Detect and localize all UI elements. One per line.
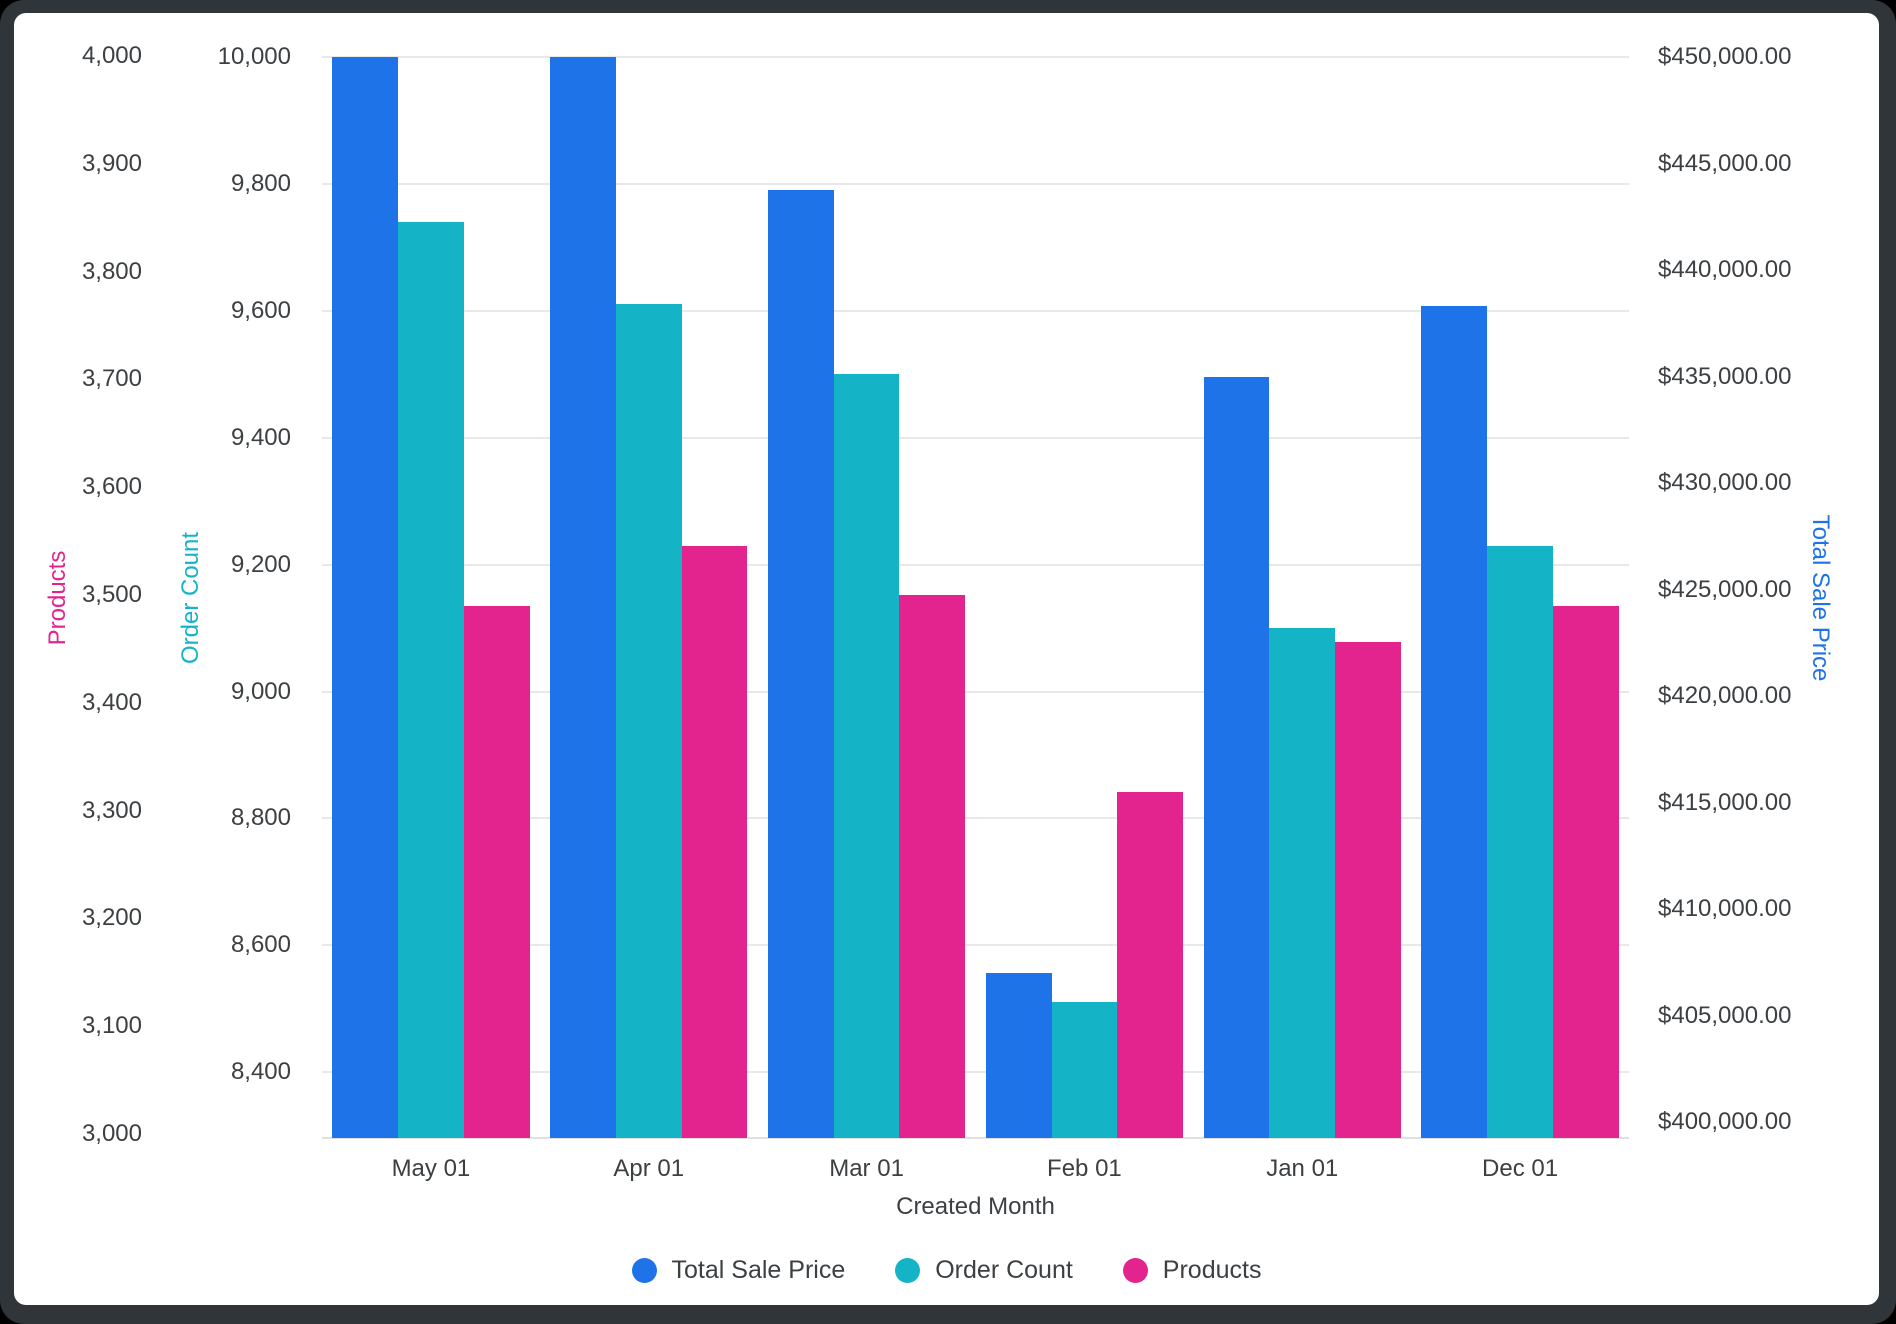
gridline [322, 690, 1629, 693]
y-axis-tick-label-products: 3,900 [81, 149, 142, 177]
y-axis-tick-label-sale: $430,000.00 [1658, 469, 1792, 496]
bar-order-count-dec-01[interactable] [1487, 545, 1553, 1138]
chart-card: Products Order Count Total Sale Price 4,… [14, 13, 1879, 1305]
legend-dot-icon [1122, 1258, 1148, 1283]
gridline [322, 182, 1629, 185]
bar-products-apr-01[interactable] [681, 546, 748, 1138]
gridline [322, 436, 1629, 439]
y-axis-tick-label-products: 3,300 [81, 796, 142, 824]
x-axis-line [322, 1137, 1629, 1139]
x-axis-label-dec-01: Dec 01 [1482, 1155, 1559, 1182]
bar-order-count-apr-01[interactable] [615, 304, 682, 1138]
y-axis-tick-label-order: 8,600 [230, 931, 291, 959]
legend-item-total-sale-price[interactable]: Total Sale Price [631, 1256, 846, 1285]
y-axis-tick-label-products: 3,100 [81, 1012, 142, 1040]
y-axis-tick-label-products: 3,700 [81, 365, 142, 393]
bar-total-sale-price-apr-01[interactable] [550, 57, 616, 1138]
legend-item-order-count[interactable]: Order Count [895, 1256, 1073, 1285]
bar-products-feb-01[interactable] [1117, 792, 1184, 1138]
x-axis-label-mar-01: Mar 01 [829, 1155, 904, 1182]
y-axis-tick-label-order: 8,400 [230, 1058, 291, 1086]
bar-order-count-may-01[interactable] [398, 221, 464, 1138]
bar-order-count-jan-01[interactable] [1269, 628, 1336, 1138]
bar-order-count-mar-01[interactable] [833, 374, 900, 1138]
gridline [322, 309, 1629, 312]
y-axis-tick-label-products: 3,500 [81, 581, 142, 608]
y-axis-tick-label-order: 10,000 [217, 43, 291, 70]
x-axis-label-feb-01: Feb 01 [1047, 1155, 1122, 1182]
legend-dot-icon [631, 1258, 657, 1283]
x-axis-title: Created Month [896, 1193, 1055, 1220]
gridline [322, 563, 1629, 566]
y-axis-tick-label-sale: $435,000.00 [1658, 362, 1792, 390]
y-axis-tick-label-products: 3,200 [81, 904, 142, 932]
bar-total-sale-price-feb-01[interactable] [985, 972, 1052, 1138]
bar-total-sale-price-may-01[interactable] [332, 57, 399, 1138]
y-axis-tick-label-order: 9,200 [230, 550, 291, 578]
gridline [322, 56, 1629, 58]
y-axis-tick-label-sale: $420,000.00 [1658, 682, 1792, 709]
legend-label: Products [1162, 1256, 1262, 1284]
bar-products-mar-01[interactable] [899, 595, 966, 1138]
y-axis-tick-label-products: 3,400 [81, 688, 142, 716]
bar-products-jan-01[interactable] [1335, 642, 1401, 1138]
y-axis-tick-label-order: 8,800 [230, 804, 291, 832]
y-axis-tick-label-order: 9,000 [230, 677, 291, 705]
y-axis-tick-label-order: 9,400 [230, 423, 291, 451]
y-axis-tick-label-sale: $445,000.00 [1658, 149, 1792, 177]
y-axis-tick-label-sale: $450,000.00 [1658, 43, 1792, 70]
legend-label: Total Sale Price [671, 1256, 846, 1284]
gridline [322, 944, 1629, 947]
y-axis-tick-label-order: 9,800 [230, 169, 291, 197]
legend-label: Order Count [935, 1256, 1073, 1284]
y-axis-tick-label-order: 9,600 [230, 296, 291, 324]
bar-total-sale-price-mar-01[interactable] [767, 190, 834, 1138]
gridline [322, 817, 1629, 820]
y-axis-title-total-sale-price: Total Sale Price [1807, 514, 1834, 682]
x-axis-label-apr-01: Apr 01 [613, 1155, 685, 1182]
bar-total-sale-price-jan-01[interactable] [1203, 376, 1270, 1138]
y-axis-tick-label-sale: $405,000.00 [1658, 1001, 1792, 1029]
bar-order-count-feb-01[interactable] [1051, 1002, 1118, 1138]
bar-products-may-01[interactable] [463, 605, 530, 1138]
y-axis-tick-label-sale: $400,000.00 [1658, 1108, 1792, 1135]
x-axis-label-may-01: May 01 [391, 1155, 471, 1182]
y-axis-tick-label-products: 3,800 [81, 257, 142, 285]
legend: Total Sale Price Order Count Products [14, 1256, 1879, 1285]
y-axis-tick-label-sale: $410,000.00 [1658, 895, 1792, 922]
x-axis-label-jan-01: Jan 01 [1266, 1155, 1339, 1182]
y-axis-tick-label-sale: $440,000.00 [1658, 256, 1792, 283]
gridline [322, 1071, 1629, 1074]
legend-item-products[interactable]: Products [1122, 1256, 1262, 1285]
y-axis-tick-label-products: 3,000 [81, 1120, 142, 1147]
bar-products-dec-01[interactable] [1552, 605, 1619, 1138]
y-axis-tick-label-products: 4,000 [81, 42, 142, 69]
legend-dot-icon [895, 1258, 921, 1283]
bar-total-sale-price-dec-01[interactable] [1421, 306, 1488, 1138]
y-axis-tick-label-sale: $425,000.00 [1658, 575, 1792, 603]
y-axis-tick-label-products: 3,600 [81, 473, 142, 501]
y-axis-tick-label-sale: $415,000.00 [1658, 788, 1792, 816]
